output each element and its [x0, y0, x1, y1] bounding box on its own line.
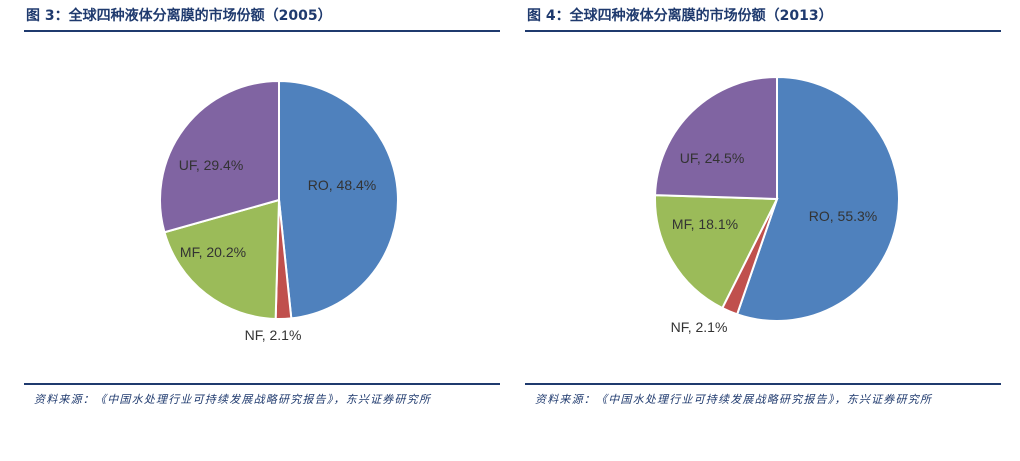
title-divider: [525, 30, 1001, 32]
slice-label-mf: MF, 18.1%: [672, 216, 738, 232]
pie-chart-2013: RO, 55.3% NF, 2.1% MF, 18.1% UF, 24.5%: [654, 75, 900, 335]
pie-slice-mf: [163, 198, 281, 320]
slice-label-mf: MF, 20.2%: [180, 244, 246, 260]
slice-label-nf: NF, 2.1%: [671, 319, 728, 335]
source-note: 资料来源：《中国水处理行业可持续发展战略研究报告》，东兴证券研究所: [34, 393, 432, 406]
source-divider: [24, 383, 500, 385]
chart-panel-2013: 图 4：全球四种液体分离膜的市场份额（2013） RO, 55.3% NF, 2.…: [525, 0, 1001, 461]
chart-title: 图 4：全球四种液体分离膜的市场份额（2013）: [527, 8, 833, 24]
pie-chart-2005: RO, 48.4% NF, 2.1% MF, 20.2% UF, 29.4%: [159, 79, 399, 343]
pie-slice-mf: [654, 194, 779, 310]
slice-label-uf: UF, 29.4%: [179, 157, 244, 173]
pie-slice-uf: [159, 79, 280, 234]
title-divider: [24, 30, 500, 32]
source-note: 资料来源：《中国水处理行业可持续发展战略研究报告》，东兴证券研究所: [535, 393, 933, 406]
pie-slice-uf: [654, 75, 778, 201]
chart-title: 图 3：全球四种液体分离膜的市场份额（2005）: [26, 8, 332, 24]
slice-label-uf: UF, 24.5%: [680, 150, 745, 166]
source-divider: [525, 383, 1001, 385]
slice-label-nf: NF, 2.1%: [245, 327, 302, 343]
pie-slice-ro: [278, 79, 399, 320]
slice-label-ro: RO, 48.4%: [308, 177, 376, 193]
chart-panel-2005: 图 3：全球四种液体分离膜的市场份额（2005） RO, 48.4% NF, 2.…: [24, 0, 500, 461]
slice-label-ro: RO, 55.3%: [809, 208, 877, 224]
